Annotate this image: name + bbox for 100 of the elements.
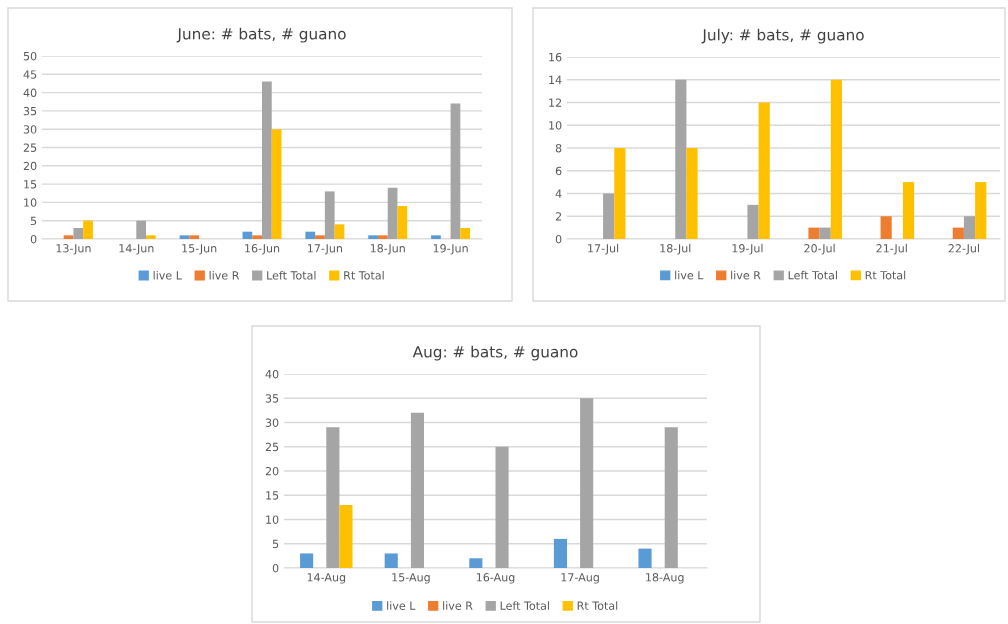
y-tick-label: 25 [23,143,37,152]
y-tick-label: 16 [549,52,562,62]
bar [63,235,74,239]
bar [614,148,626,239]
x-tick-label: 19-Jul [732,243,763,255]
bar [747,204,759,239]
bar [339,504,353,568]
y-tick-label: 5 [30,216,37,226]
bar [664,427,678,568]
y-tick-label: 20 [23,161,37,171]
bar [271,129,282,239]
bar [830,79,842,239]
y-tick-label: 15 [24,180,37,189]
legend-label: live L [675,270,704,280]
legend-label: live R [209,270,240,280]
y-tick-label: 5 [272,539,279,549]
x-tick-label: 19-Jun [433,244,468,255]
y-tick-label: 10 [549,121,562,130]
legend-label: Left Total [267,270,316,280]
y-tick-label: 6 [555,166,562,176]
bar [952,227,964,239]
bar [397,206,408,239]
x-tick-label: 17-Jun [308,244,342,255]
x-tick-label: 16-Aug [476,573,515,584]
legend-label: live R [443,601,473,610]
bar [431,235,441,239]
bar [326,427,340,568]
x-tick-label: 22-Jul [948,243,979,255]
y-tick-label: 45 [23,70,37,79]
y-tick-label: 2 [555,212,562,221]
bar [252,235,262,239]
bar [638,548,652,568]
x-tick-label: 18-Jul [660,243,691,255]
bar [975,182,987,239]
legend-label: Rt Total [344,270,384,280]
y-tick-label: 25 [265,442,279,452]
bar [300,553,314,568]
bar [808,227,820,239]
bar [580,398,594,568]
y-tick-label: 8 [555,143,562,153]
y-tick-label: 15 [266,491,279,500]
chart-title: June: # bats, # guano [176,27,346,43]
legend-label: Left Total [500,601,549,610]
bar [315,235,325,239]
bar [963,216,976,239]
bar [136,220,147,239]
y-tick-label: 35 [265,394,279,403]
bar [146,235,156,239]
x-tick-label: 17-Aug [561,573,599,584]
bar [603,193,615,239]
bar [460,228,471,239]
x-tick-label: 16-Jun [245,244,280,255]
x-tick-label: 13-Jun [56,244,91,255]
y-tick-label: 30 [23,125,37,134]
legend-label: Rt Total [577,601,618,610]
legend-label: live L [153,270,182,280]
x-tick-label: 15-Jun [182,244,217,255]
bar [324,191,335,239]
bar [758,102,770,239]
x-tick-label: 14-Aug [307,573,346,584]
y-tick-label: 12 [549,98,562,107]
bar [880,216,892,239]
bar [819,227,831,239]
y-tick-label: 0 [555,234,562,244]
bar [73,228,84,239]
bar [334,224,345,239]
x-tick-label: 20-Jul [804,243,835,255]
legend-label: Rt Total [865,270,906,280]
y-tick-label: 4 [555,189,562,198]
x-tick-label: 14-Jun [119,244,154,255]
bar [305,231,316,239]
legend-label: live L [387,601,416,610]
y-tick-label: 50 [23,51,37,61]
legend-label: Left Total [788,270,837,280]
y-tick-label: 14 [549,75,562,84]
bar [495,446,509,568]
bar [553,538,567,568]
chart-title: Aug: # bats, # guano [412,345,578,361]
bar [262,81,272,239]
bar [387,187,398,239]
bar [377,235,388,239]
x-tick-label: 18-Aug [646,573,684,584]
bar [686,148,698,239]
y-tick-label: 0 [272,563,279,573]
x-tick-label: 21-Jul [876,243,907,255]
y-tick-label: 40 [265,369,279,379]
bar [83,220,93,239]
y-tick-label: 35 [23,106,37,116]
x-tick-label: 15-Aug [392,573,430,584]
y-tick-label: 10 [266,515,279,524]
y-tick-label: 20 [265,466,279,476]
x-tick-label: 17-Jul [588,243,619,255]
bar [450,103,461,239]
y-tick-label: 10 [24,198,37,207]
y-tick-label: 30 [265,418,279,427]
bar [368,235,378,239]
bar [675,79,687,239]
chart-title: July: # bats, # guano [701,28,864,44]
x-tick-label: 18-Jun [370,244,405,255]
bar [384,553,398,568]
